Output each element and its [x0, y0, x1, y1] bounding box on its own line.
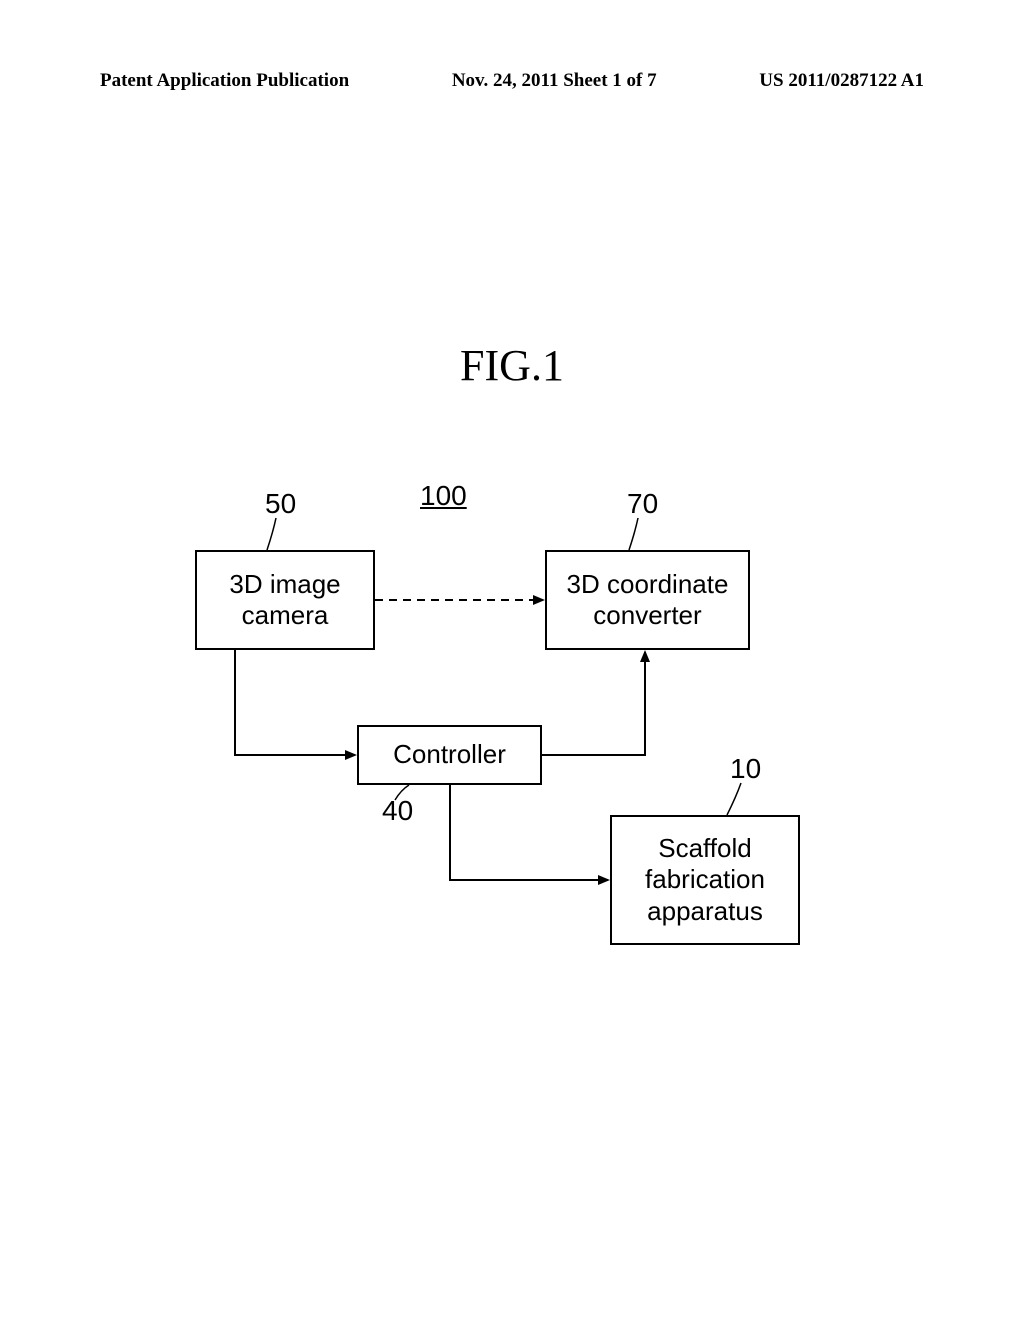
- controller-block: Controller: [357, 725, 542, 785]
- converter-ref: 70: [627, 488, 658, 520]
- header-pub-number: US 2011/0287122 A1: [759, 70, 924, 92]
- scaffold-line1: Scaffold: [645, 833, 765, 864]
- figure-title: FIG.1: [460, 340, 564, 391]
- camera-line1: 3D image: [229, 569, 340, 600]
- scaffold-line3: apparatus: [645, 896, 765, 927]
- camera-ref: 50: [265, 488, 296, 520]
- controller-ref: 40: [382, 795, 413, 827]
- system-reference: 100: [420, 480, 467, 512]
- header-date-sheet: Nov. 24, 2011 Sheet 1 of 7: [452, 70, 657, 92]
- block-diagram: 100 50 3D image camera 70 3D coordinate …: [175, 490, 855, 990]
- scaffold-block: Scaffold fabrication apparatus: [610, 815, 800, 945]
- page-header: Patent Application Publication Nov. 24, …: [0, 70, 1024, 92]
- converter-line2: converter: [567, 600, 729, 631]
- camera-line2: camera: [229, 600, 340, 631]
- scaffold-ref: 10: [730, 753, 761, 785]
- converter-block: 3D coordinate converter: [545, 550, 750, 650]
- controller-label: Controller: [393, 739, 506, 770]
- scaffold-line2: fabrication: [645, 864, 765, 895]
- camera-block: 3D image camera: [195, 550, 375, 650]
- converter-line1: 3D coordinate: [567, 569, 729, 600]
- header-publication: Patent Application Publication: [100, 70, 349, 92]
